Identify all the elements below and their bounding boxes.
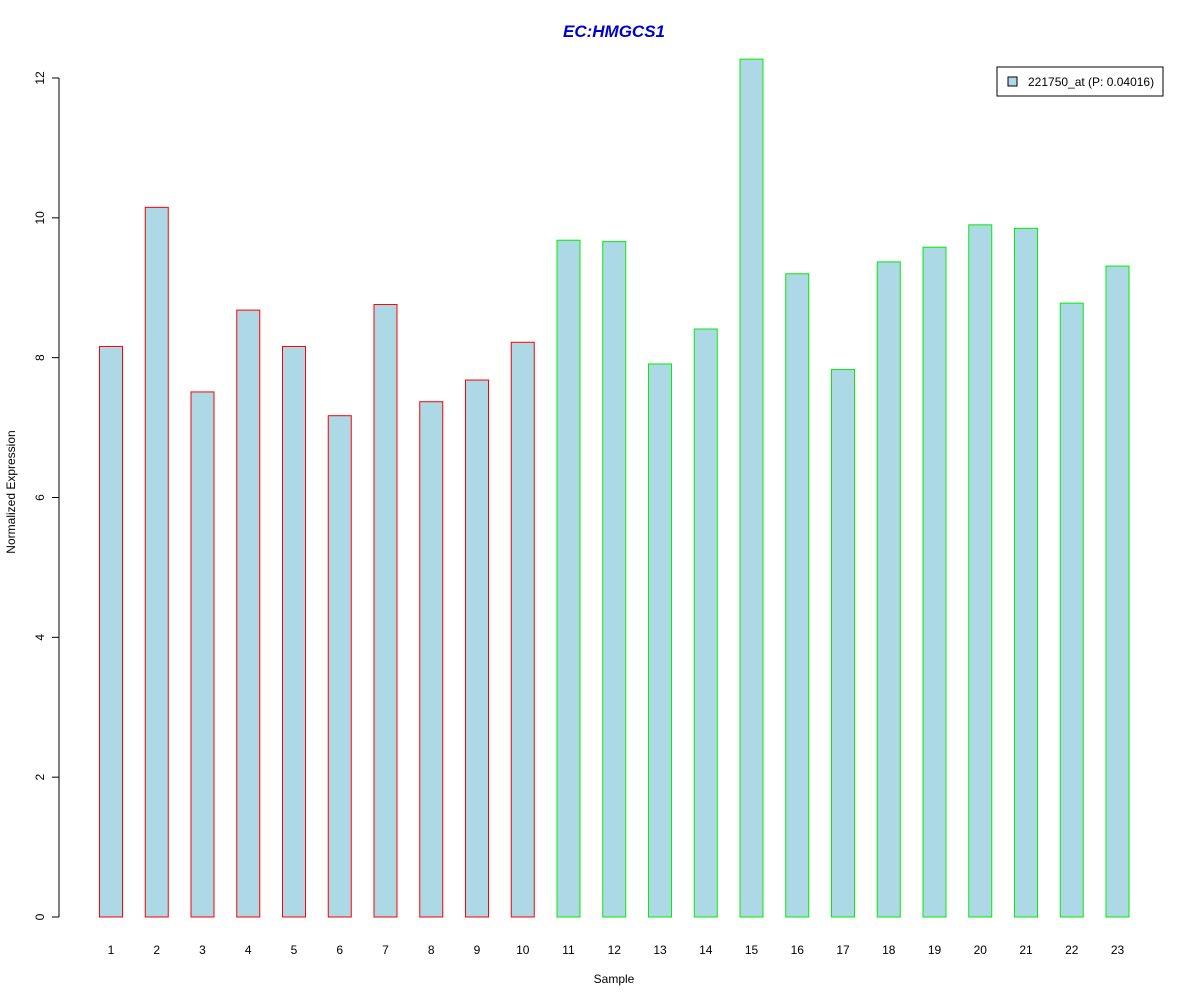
x-tick-label: 5 xyxy=(291,943,298,957)
y-tick-label: 0 xyxy=(33,913,47,920)
bar-sample-2 xyxy=(144,206,169,918)
bar-sample-3 xyxy=(190,391,215,918)
bar-sample-14 xyxy=(693,328,718,918)
x-tick-label: 3 xyxy=(199,943,206,957)
x-tick-label: 11 xyxy=(562,943,575,957)
x-tick-label: 17 xyxy=(836,943,850,957)
x-tick-label: 2 xyxy=(153,943,160,957)
bar-sample-7 xyxy=(373,304,398,918)
bar-sample-6 xyxy=(327,415,352,918)
x-tick-label: 21 xyxy=(1019,943,1033,957)
bar-sample-22 xyxy=(1059,302,1084,918)
legend: 221750_at (P: 0.04016) xyxy=(996,66,1164,97)
y-tick-label: 6 xyxy=(33,494,47,501)
x-tick-label: 4 xyxy=(245,943,252,957)
bar-sample-13 xyxy=(648,363,672,918)
bar-sample-23 xyxy=(1105,265,1130,918)
x-tick-label: 23 xyxy=(1111,943,1125,957)
bar-sample-11 xyxy=(556,239,581,918)
y-tick-label: 12 xyxy=(33,71,47,85)
x-tick-label: 12 xyxy=(608,943,622,957)
bar-sample-17 xyxy=(831,369,855,918)
x-tick-label: 18 xyxy=(882,943,896,957)
x-tick-label: 20 xyxy=(974,943,988,957)
bar-sample-10 xyxy=(510,341,535,918)
x-tick-label: 6 xyxy=(336,943,343,957)
x-tick-label: 14 xyxy=(699,943,713,957)
y-axis-label: Normalized Expression xyxy=(4,430,18,553)
bar-sample-20 xyxy=(968,224,993,918)
bar-sample-5 xyxy=(282,345,306,918)
x-tick-label: 15 xyxy=(745,943,759,957)
y-tick-label: 4 xyxy=(33,634,47,641)
bar-sample-16 xyxy=(785,273,810,918)
x-tick-label: 8 xyxy=(428,943,435,957)
y-axis: 0 2 4 6 8 10 12 xyxy=(33,71,60,920)
legend-box xyxy=(996,66,1164,97)
x-tick-label: 1 xyxy=(108,943,115,957)
y-tick-label: 2 xyxy=(33,774,47,781)
x-tick-label: 10 xyxy=(516,943,530,957)
legend-label: 221750_at (P: 0.04016) xyxy=(1028,75,1154,89)
x-tick-label: 22 xyxy=(1065,943,1079,957)
x-tick-labels: 1 2 3 4 5 6 7 8 9 10 11 12 13 14 15 16 17 18 19 20 21 22 23 xyxy=(108,943,1125,957)
x-tick-label: 9 xyxy=(474,943,481,957)
x-tick-label: 16 xyxy=(791,943,805,957)
y-tick-label: 8 xyxy=(33,354,47,361)
x-tick-label: 13 xyxy=(653,943,667,957)
bar-sample-21 xyxy=(1014,227,1038,918)
bars xyxy=(99,58,1130,918)
bar-sample-15 xyxy=(739,58,764,918)
bar-sample-8 xyxy=(419,401,444,918)
bar-sample-1 xyxy=(99,345,123,918)
x-tick-label: 19 xyxy=(928,943,942,957)
bar-sample-19 xyxy=(922,246,947,918)
bar-sample-4 xyxy=(236,309,261,918)
x-tick-label: 7 xyxy=(382,943,389,957)
bar-sample-18 xyxy=(876,261,901,918)
bar-sample-9 xyxy=(465,379,489,918)
legend-swatch xyxy=(1007,76,1018,87)
chart-title: EC:HMGCS1 xyxy=(563,22,665,41)
y-tick-label: 10 xyxy=(33,211,47,225)
x-axis-label: Sample xyxy=(594,972,635,986)
bar-sample-12 xyxy=(602,241,627,918)
